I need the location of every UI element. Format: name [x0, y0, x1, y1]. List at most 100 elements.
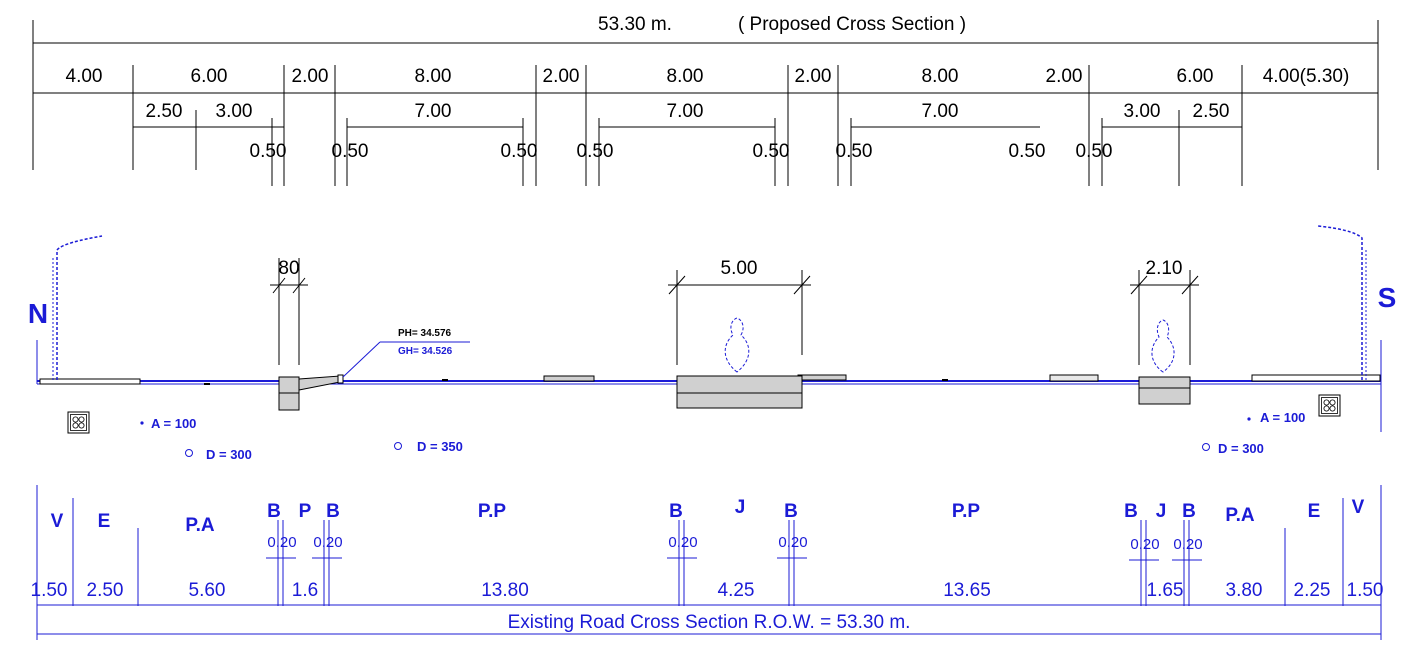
manhole-icon	[67, 411, 90, 434]
proposed-row1-label: 2.00	[1046, 66, 1083, 87]
small-dim-label: 0.20	[668, 534, 697, 551]
south-label: S	[1378, 282, 1397, 313]
proposed-row2-label: 3.00	[1124, 101, 1161, 122]
dimension-5-00	[668, 270, 811, 365]
lane-letter: B	[669, 501, 683, 522]
pipe-d300-icon	[1202, 443, 1210, 451]
existing-lane-letters: V E P.A B P B P.P B J B P.P B J B P.A E …	[51, 497, 1365, 536]
proposed-caption: ( Proposed Cross Section )	[738, 14, 966, 35]
utility-label: A = 100	[1260, 410, 1305, 425]
proposed-row1-label: 6.00	[1177, 66, 1214, 87]
proposed-dimension-lines	[32, 20, 1379, 186]
proposed-row1-label: 4.00	[66, 66, 103, 87]
proposed-row3-labels: 0.50 0.50 0.50 0.50 0.50 0.50 0.50 0.50	[250, 141, 1113, 162]
pipe-a100-icon	[1247, 417, 1251, 421]
proposed-row3-label: 0.50	[577, 141, 614, 162]
lane-letter: V	[1352, 497, 1365, 518]
proposed-row2-label: 7.00	[922, 101, 959, 122]
proposed-row3-label: 0.50	[332, 141, 369, 162]
existing-width-labels: 1.50 2.50 5.60 1.6 13.80 4.25 13.65 1.65…	[31, 580, 1384, 601]
utility-label: D = 300	[1218, 441, 1264, 456]
small-dim-label: 0.20	[1173, 536, 1202, 553]
utility-label: D = 350	[417, 439, 463, 454]
proposed-total: 53.30 m.	[598, 14, 672, 35]
dimension-80-label: 80	[278, 258, 299, 279]
proposed-row3-label: 0.50	[501, 141, 538, 162]
lane-letter: P.A	[1225, 505, 1255, 526]
proposed-row3-label: 0.50	[753, 141, 790, 162]
median	[676, 375, 803, 409]
tree-icon	[724, 317, 750, 373]
proposed-row2-label: 2.50	[1193, 101, 1230, 122]
elevation-leader	[342, 341, 470, 378]
lane-letter: J	[1156, 501, 1167, 522]
proposed-row1-label: 8.00	[667, 66, 704, 87]
proposed-row2-labels: 2.50 3.00 7.00 7.00 7.00 3.00 2.50	[146, 101, 1230, 122]
proposed-row3-label: 0.50	[250, 141, 287, 162]
lane-letter: B	[1124, 501, 1138, 522]
width-label: 13.65	[943, 580, 991, 601]
width-label: 1.50	[31, 580, 68, 601]
proposed-row1-label: 2.00	[543, 66, 580, 87]
small-dim-label: 0.20	[778, 534, 807, 551]
lane-letter: P	[299, 501, 312, 522]
utility-label: D = 300	[206, 447, 252, 462]
small-dim-label: 0.20	[1130, 536, 1159, 553]
proposed-row2-label: 7.00	[415, 101, 452, 122]
streetlight-icon	[1317, 225, 1367, 380]
island-left	[278, 374, 344, 411]
proposed-row1-labels: 4.00 6.00 2.00 8.00 2.00 8.00 2.00 8.00 …	[66, 66, 1350, 87]
streetlight-icon	[52, 235, 103, 380]
ph-elevation-label: PH= 34.576	[398, 328, 452, 339]
proposed-row3-label: 0.50	[836, 141, 873, 162]
lane-letter: V	[51, 511, 64, 532]
dimension-80	[270, 258, 308, 365]
lane-letter: B	[267, 501, 281, 522]
pipe-d350-icon	[394, 442, 402, 450]
lane-letter: P.A	[185, 515, 215, 536]
lane-letter: E	[1308, 501, 1321, 522]
north-label: N	[28, 298, 48, 329]
proposed-row1-label: 2.00	[795, 66, 832, 87]
utility-label: A = 100	[151, 416, 196, 431]
width-label: 5.60	[189, 580, 226, 601]
proposed-row1-label: 8.00	[922, 66, 959, 87]
lane-letter: P.P	[478, 501, 507, 522]
proposed-row3-label: 0.50	[1076, 141, 1113, 162]
lane-letter: E	[98, 511, 111, 532]
proposed-row1-label: 2.00	[292, 66, 329, 87]
width-label: 1.6	[292, 580, 318, 601]
pipe-d300-icon	[185, 449, 193, 457]
manhole-icon	[1318, 394, 1341, 417]
proposed-row1-label: 6.00	[191, 66, 228, 87]
width-label: 1.65	[1147, 580, 1184, 601]
island-right	[1138, 376, 1191, 405]
proposed-row1-label: 8.00	[415, 66, 452, 87]
width-label: 2.50	[87, 580, 124, 601]
existing-row-label: Existing Road Cross Section R.O.W. = 53.…	[508, 612, 911, 633]
width-label: 4.25	[718, 580, 755, 601]
lane-letter: P.P	[952, 501, 981, 522]
tree-icon	[1151, 319, 1175, 373]
small-dim-label: 0.20	[267, 534, 296, 551]
dimension-2-10-label: 2.10	[1146, 258, 1183, 279]
proposed-row3-label: 0.50	[1009, 141, 1046, 162]
width-label: 13.80	[481, 580, 529, 601]
small-dim-label: 0.20	[313, 534, 342, 551]
lane-letter: J	[735, 497, 746, 518]
proposed-row2-label: 7.00	[667, 101, 704, 122]
proposed-row2-label: 3.00	[216, 101, 253, 122]
width-label: 2.25	[1294, 580, 1331, 601]
dimension-2-10	[1130, 270, 1199, 365]
width-label: 3.80	[1226, 580, 1263, 601]
pipe-a100-icon	[140, 421, 144, 425]
proposed-row2-label: 2.50	[146, 101, 183, 122]
existing-dimension-lines	[36, 485, 1382, 640]
proposed-row1-label: 4.00(5.30)	[1263, 66, 1350, 87]
lane-letter: B	[784, 501, 798, 522]
lane-letter: B	[326, 501, 340, 522]
lane-letter: B	[1182, 501, 1196, 522]
gh-elevation-label: GH= 34.526	[398, 346, 453, 357]
existing-small-dims: 0.20 0.20 0.20 0.20 0.20 0.20	[267, 534, 1202, 553]
